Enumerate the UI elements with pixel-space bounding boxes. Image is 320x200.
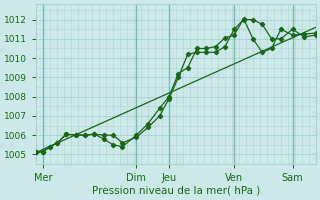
- X-axis label: Pression niveau de la mer( hPa ): Pression niveau de la mer( hPa ): [92, 186, 260, 196]
